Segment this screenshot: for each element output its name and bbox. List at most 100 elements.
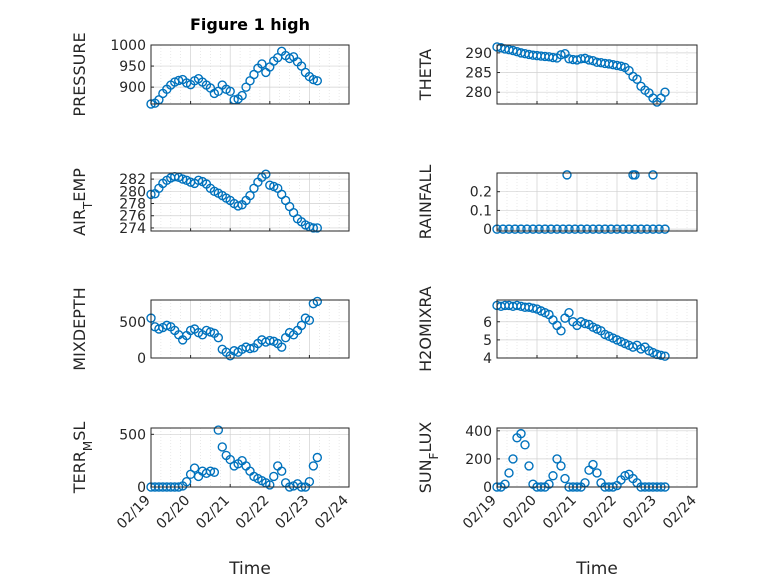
y-tick-label: 278	[119, 197, 146, 213]
data-point	[154, 324, 164, 334]
data-point	[660, 224, 670, 234]
x-axis-label: Time	[228, 559, 271, 579]
data-point	[630, 170, 640, 180]
data-point	[504, 468, 514, 478]
y-tick-label: 274	[119, 221, 146, 237]
data-point	[624, 224, 634, 234]
data-point	[516, 428, 526, 439]
data-point	[504, 224, 514, 234]
data-point	[558, 224, 568, 234]
subplot-2: 280 285 290 THETA	[416, 42, 698, 107]
data-point	[257, 59, 267, 69]
data-point	[162, 320, 172, 331]
x-tick-label: 02/22	[580, 493, 620, 533]
data-point	[189, 463, 200, 473]
data-point	[564, 224, 574, 234]
data-point	[269, 471, 279, 482]
data-point	[225, 86, 235, 97]
data-point	[552, 454, 562, 464]
y-tick-label: 950	[119, 59, 146, 75]
data-point	[296, 320, 307, 331]
x-tick-label: 02/20	[154, 493, 194, 533]
y-axis-label: SUNFLUX	[416, 422, 441, 494]
data-point	[630, 224, 640, 234]
data-point	[528, 303, 538, 313]
data-point	[612, 224, 622, 234]
data-point	[265, 480, 275, 490]
data-point	[616, 61, 626, 71]
y-tick-label: 0.2	[470, 185, 492, 201]
data-point	[620, 471, 630, 481]
data-point	[245, 190, 255, 201]
data-point	[205, 327, 216, 337]
data-point	[500, 479, 510, 489]
x-tick-label: 02/23	[620, 493, 660, 533]
data-point	[245, 343, 255, 354]
x-tick-label: 02/19	[114, 493, 154, 533]
data-point	[312, 223, 323, 233]
subplot-6: 4 5 6 H2OMIXRA	[416, 286, 698, 372]
axis-box	[150, 299, 350, 359]
y-tick-label: 500	[119, 427, 146, 443]
data-point	[312, 296, 323, 307]
data-point	[265, 180, 275, 190]
y-tick-label: 6	[483, 315, 492, 331]
data-point	[508, 454, 518, 464]
data-point	[520, 440, 530, 450]
data-point	[560, 473, 570, 484]
y-tick-label: 0	[137, 480, 146, 496]
data-point	[656, 350, 666, 360]
data-point	[261, 169, 271, 179]
y-tick-label: 1000	[110, 38, 146, 54]
y-tick-label: 0	[137, 351, 146, 367]
y-axis-label: TERRMSL	[70, 422, 95, 495]
subplot-8: 0 200 400 SUNFLUX 02/19 02/20 02/21 02/22 02/23 0…	[416, 422, 700, 579]
x-tick-label: 02/23	[272, 493, 312, 533]
y-tick-label: 280	[465, 85, 492, 101]
x-tick-label: 02/21	[193, 493, 233, 533]
data-point	[522, 224, 532, 234]
data-point	[544, 479, 554, 489]
data-point	[516, 224, 526, 234]
axis-box	[150, 427, 350, 488]
data-point	[308, 461, 319, 471]
data-point	[600, 224, 610, 234]
y-axis-label: THETA	[416, 49, 435, 101]
data-point	[177, 174, 188, 184]
data-point	[556, 461, 566, 471]
data-point	[237, 90, 247, 101]
data-point	[548, 52, 558, 63]
subplot-7: 0 500 TERRMSL 02/19 02/20 02/21 02/22 02/23 02/2…	[70, 422, 352, 579]
data-point	[213, 425, 224, 435]
x-tick-label: 02/22	[233, 493, 273, 533]
x-tick-label: 02/24	[660, 492, 700, 532]
data-point	[654, 224, 664, 234]
y-tick-label: 0	[483, 480, 492, 496]
subplot-4: 0 0.1 0.2 RAINFALL	[416, 165, 698, 240]
subplot-1: 900 950 1000 PRESSURE	[70, 32, 350, 117]
figure-title: Figure 1 high	[190, 15, 310, 34]
y-tick-label: 400	[465, 424, 492, 440]
data-point	[592, 468, 602, 478]
y-tick-label: 290	[465, 46, 492, 62]
data-point	[498, 224, 508, 234]
data-point	[546, 224, 556, 234]
y-tick-label: 500	[119, 315, 146, 331]
y-tick-label: 0.1	[470, 203, 492, 219]
y-tick-label: 280	[119, 184, 146, 200]
data-point	[576, 224, 586, 234]
data-point	[580, 318, 590, 329]
axis-box	[496, 172, 698, 232]
data-point	[570, 224, 580, 234]
data-point	[648, 224, 658, 234]
y-tick-label: 4	[483, 351, 492, 367]
data-point	[528, 224, 538, 234]
y-axis-label: RAINFALL	[416, 165, 435, 240]
data-point	[548, 471, 558, 481]
data-point	[582, 224, 592, 234]
data-point	[209, 467, 220, 477]
data-point	[213, 333, 224, 343]
data-point	[304, 315, 315, 325]
axis-box	[150, 44, 350, 105]
